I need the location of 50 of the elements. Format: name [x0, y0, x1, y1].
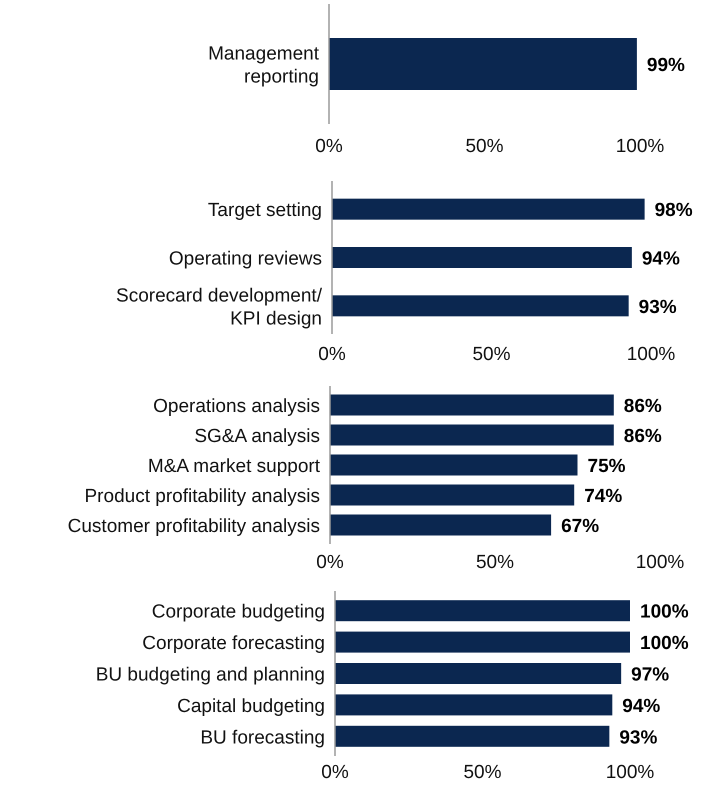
bar — [330, 514, 552, 536]
data-label: 97% — [631, 664, 670, 686]
x-tick-label: 50% — [476, 552, 514, 573]
y-tick-label: Customer profitability analysis — [68, 516, 320, 537]
bar — [335, 600, 630, 622]
bar — [330, 454, 578, 476]
x-tick-label: 0% — [316, 552, 344, 573]
y-tick-label: Operations analysis — [153, 396, 320, 417]
x-tick-label: 50% — [465, 136, 504, 157]
x-tick-label: 0% — [321, 762, 349, 783]
y-tick-label: Target setting — [208, 200, 322, 222]
y-tick-label: M&A market support — [148, 456, 321, 477]
y-tick-label: SG&A analysis — [194, 426, 320, 447]
y-tick-label: Capital budgeting — [177, 696, 325, 717]
data-label: 100% — [640, 633, 689, 654]
data-label: 99% — [646, 55, 686, 76]
data-label: 94% — [622, 696, 660, 717]
data-label: 100% — [640, 602, 689, 623]
bar — [335, 632, 630, 653]
bar — [335, 694, 612, 716]
x-tick-label: 50% — [472, 344, 511, 365]
y-tick-label: Operating reviews — [168, 248, 322, 270]
bar — [335, 663, 622, 684]
y-tick-label: Management reporting — [208, 44, 320, 88]
bar — [330, 424, 614, 446]
y-tick-label: BU forecasting — [200, 727, 325, 748]
data-label: 74% — [584, 486, 622, 507]
data-label: 86% — [624, 426, 662, 447]
x-tick-label: 50% — [463, 762, 502, 783]
data-label: 67% — [561, 516, 600, 537]
x-tick-label: 0% — [315, 136, 343, 157]
x-tick-label: 0% — [318, 344, 346, 365]
x-tick-label: 100% — [626, 344, 676, 365]
y-tick-label: Product profitability analysis — [84, 486, 320, 507]
data-label: 93% — [619, 727, 658, 748]
bar — [330, 394, 614, 416]
y-tick-label: Corporate budgeting — [152, 602, 325, 623]
data-label: 98% — [654, 200, 693, 222]
data-label: 93% — [638, 296, 677, 318]
data-label: 75% — [588, 456, 626, 477]
bar — [335, 726, 610, 747]
data-label: 94% — [642, 248, 680, 270]
data-label: 86% — [624, 396, 662, 417]
y-tick-label: BU budgeting and planning — [96, 664, 325, 686]
x-tick-label: 100% — [616, 136, 664, 157]
bar — [330, 484, 574, 506]
y-tick-label: Corporate forecasting — [142, 633, 325, 654]
x-tick-label: 100% — [636, 552, 684, 573]
x-tick-label: 100% — [606, 762, 654, 783]
y-tick-label: Scorecard development/ KPI design — [116, 285, 323, 330]
